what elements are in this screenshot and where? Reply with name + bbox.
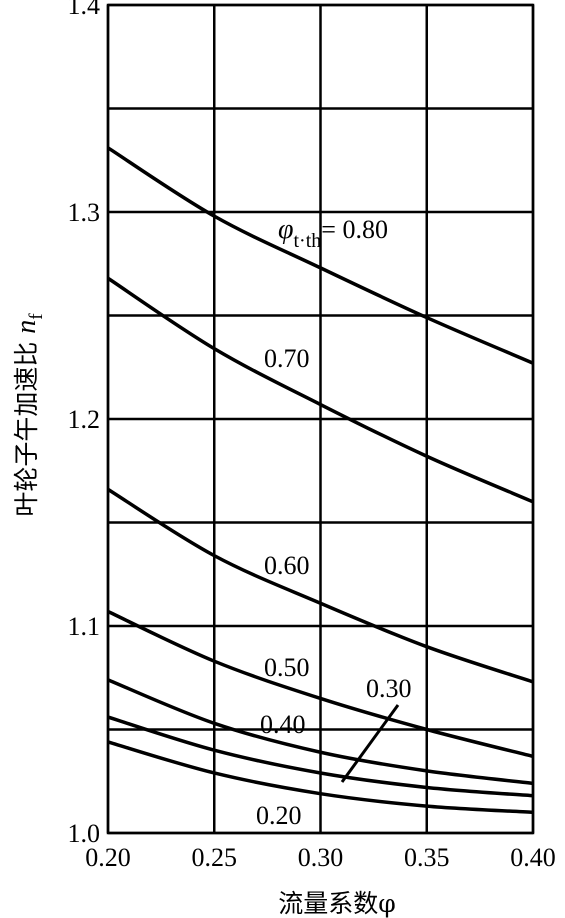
x-tick-label: 0.20 <box>85 843 131 872</box>
curve-label-0.20: 0.20 <box>256 801 302 830</box>
y-axis-title-text: 叶轮子午加速比 <box>12 342 41 517</box>
curve-label-0.50: 0.50 <box>264 653 310 682</box>
series-line-0.70 <box>107 276 534 504</box>
leader-line-0.30 <box>340 704 400 783</box>
series-line-0.60 <box>107 487 534 684</box>
curve-label-symbol: φ <box>278 214 294 245</box>
y-axis-title-symbol: n <box>11 320 42 334</box>
curve-labels: φt·th= 0.80 0.70 0.60 0.50 0.40 0.30 0.20 <box>256 214 412 830</box>
x-axis-title: 流量系数φ <box>278 889 396 918</box>
curve-label-0.30: 0.30 <box>366 674 412 703</box>
y-tick-label: 1.1 <box>68 612 101 641</box>
curve-label-0.70: 0.70 <box>264 344 310 373</box>
x-tick-label: 0.35 <box>404 843 450 872</box>
y-tick-label: 1.2 <box>68 405 101 434</box>
y-tick-label: 1.0 <box>68 819 101 848</box>
curve-label-subscript: t·th <box>294 230 322 252</box>
x-tick-label: 0.30 <box>298 843 344 872</box>
y-axis-title: 叶轮子午加速比 nf <box>11 313 47 517</box>
curves <box>107 146 534 815</box>
series-line-0.80 <box>107 146 534 365</box>
curve-label-0.60: 0.60 <box>264 551 310 580</box>
x-tick-label: 0.25 <box>192 843 238 872</box>
curve-label-0.40: 0.40 <box>260 710 306 739</box>
y-tick-label: 1.4 <box>68 0 101 20</box>
y-axis-title-subscript: f <box>26 313 47 320</box>
series-line-0.30 <box>107 715 534 798</box>
curve-label-value: = 0.80 <box>321 215 388 244</box>
series-line-0.40 <box>107 678 534 786</box>
series-line-0.50 <box>107 609 534 759</box>
tick-labels: 0.20 0.25 0.30 0.35 0.40 1.0 1.1 1.2 1.3 1.4 <box>68 0 556 872</box>
x-tick-label: 0.40 <box>510 843 556 872</box>
grid <box>106 3 535 835</box>
curve-label-0.80: φt·th= 0.80 <box>278 214 388 252</box>
series-line-0.20 <box>107 740 534 815</box>
y-tick-label: 1.3 <box>68 198 101 227</box>
